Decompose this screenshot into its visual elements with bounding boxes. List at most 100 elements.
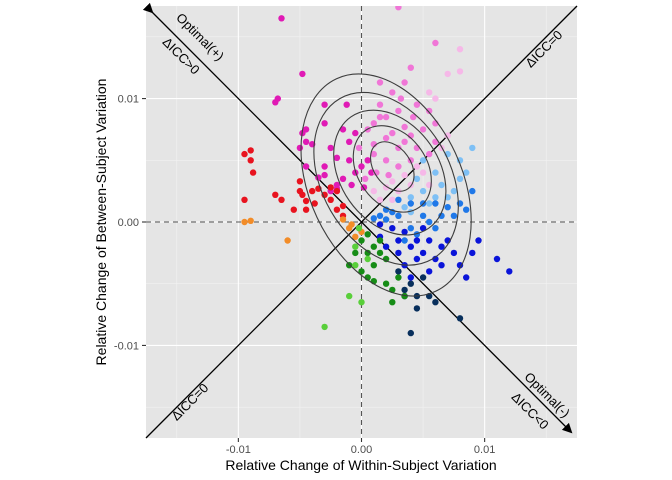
point-red	[333, 187, 341, 195]
point-navy	[413, 305, 421, 312]
point-pink	[382, 157, 390, 164]
point-navy	[395, 268, 402, 275]
point-green	[389, 299, 396, 306]
point-red	[333, 206, 341, 213]
point-pink	[401, 123, 408, 131]
diagonal-lines	[142, 2, 578, 439]
point-dark-blue	[413, 255, 421, 263]
point-magenta	[321, 120, 328, 127]
point-red	[327, 196, 334, 203]
y-axis: -0.01 0.00 0.01	[114, 94, 146, 352]
point-red	[296, 178, 304, 185]
point-magenta	[358, 163, 365, 170]
point-pink	[397, 95, 405, 102]
point-light-blue	[407, 194, 414, 201]
point-navy	[456, 315, 464, 322]
point-light-green	[352, 262, 359, 269]
density-contours	[300, 73, 472, 297]
point-red	[272, 191, 279, 198]
point-green	[352, 249, 359, 257]
point-red	[309, 187, 316, 195]
point-light-blue	[463, 169, 470, 176]
point-pink	[426, 150, 433, 158]
point-dark-blue	[438, 262, 445, 269]
point-pink	[382, 134, 390, 142]
point-magenta	[364, 157, 371, 164]
point-green	[364, 249, 371, 257]
point-mid-blue	[395, 212, 402, 219]
point-light-pink	[389, 178, 396, 185]
point-red	[241, 196, 248, 203]
point-light-pink	[401, 171, 408, 179]
point-dark-blue	[426, 268, 433, 275]
icc-zero-line	[145, 5, 578, 439]
point-mid-blue	[444, 204, 451, 211]
point-magenta	[272, 99, 279, 106]
point-light-pink	[419, 169, 427, 176]
point-orange	[348, 221, 355, 228]
point-light-blue	[419, 187, 427, 195]
contour-level-1	[370, 141, 415, 192]
point-magenta	[333, 154, 341, 161]
point-green	[376, 249, 384, 257]
point-navy	[432, 299, 439, 306]
point-pink	[432, 39, 439, 47]
point-mid-blue	[432, 225, 439, 232]
point-light-pink	[456, 68, 464, 75]
point-light-blue	[432, 169, 439, 176]
point-magenta	[278, 15, 285, 22]
x-tick-label: 0.00	[351, 444, 372, 456]
point-light-blue	[432, 194, 439, 201]
point-mid-blue	[407, 200, 414, 207]
point-green	[382, 280, 390, 287]
point-magenta	[339, 126, 347, 133]
point-magenta	[343, 101, 350, 108]
point-light-pink	[444, 70, 451, 78]
point-light-green	[355, 225, 363, 232]
point-magenta	[321, 101, 328, 108]
point-pink	[401, 79, 408, 86]
point-pink	[395, 107, 402, 115]
point-light-green	[352, 243, 359, 250]
point-green	[376, 237, 384, 244]
point-mid-blue	[426, 218, 433, 226]
point-light-pink	[432, 95, 439, 102]
point-mid-blue	[382, 216, 390, 223]
point-pink	[395, 163, 402, 170]
point-magenta	[346, 138, 353, 145]
point-red	[302, 206, 310, 213]
point-light-pink	[389, 196, 396, 203]
point-red	[278, 196, 285, 203]
point-light-blue	[419, 157, 427, 164]
point-magenta	[302, 163, 310, 170]
point-green	[358, 268, 365, 275]
point-light-blue	[450, 187, 458, 195]
point-magenta	[302, 138, 310, 145]
point-navy	[401, 286, 408, 294]
point-dark-blue	[407, 274, 414, 281]
y-axis-title: Relative Change of Between-Subject Varia…	[93, 79, 109, 366]
point-dark-blue	[463, 274, 470, 281]
x-axis-title: Relative Change of Within-Subject Variat…	[225, 457, 496, 473]
point-magenta	[296, 144, 304, 152]
point-light-blue	[426, 200, 433, 207]
point-green	[401, 292, 408, 300]
y-tick-label: 0.00	[118, 217, 139, 229]
point-light-blue	[438, 181, 445, 189]
point-orange	[352, 233, 359, 240]
point-dark-blue	[382, 243, 390, 250]
point-magenta	[327, 144, 334, 152]
point-magenta	[321, 163, 328, 170]
point-pink	[382, 113, 390, 121]
point-dark-blue	[395, 249, 402, 257]
point-navy	[419, 274, 427, 281]
point-red	[247, 147, 254, 154]
point-mid-blue	[407, 225, 414, 232]
point-magenta	[348, 181, 355, 189]
point-green	[358, 237, 365, 244]
point-mid-blue	[432, 200, 439, 207]
point-navy	[407, 329, 414, 337]
point-mid-blue	[401, 237, 408, 244]
point-dark-blue	[438, 243, 445, 250]
point-pink	[410, 113, 417, 121]
